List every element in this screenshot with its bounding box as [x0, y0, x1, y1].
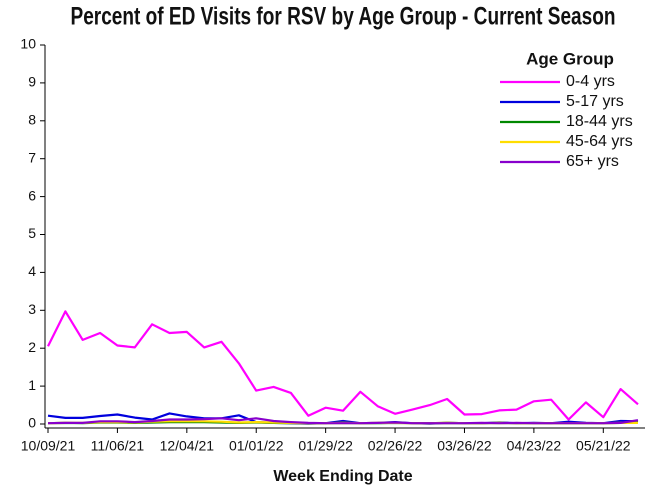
legend-label: 18-44 yrs	[566, 113, 633, 130]
x-tick-label: 04/23/22	[507, 438, 562, 454]
x-axis-title: Week Ending Date	[273, 468, 412, 485]
y-tick-label: 2	[28, 339, 36, 355]
legend-label: 65+ yrs	[566, 153, 619, 170]
y-tick-label: 0	[28, 415, 36, 431]
y-tick-label: 1	[28, 377, 36, 393]
x-tick-label: 05/21/22	[576, 438, 631, 454]
x-tick-label: 10/09/21	[21, 438, 76, 454]
y-tick-label: 10	[20, 36, 36, 52]
legend-label: 0-4 yrs	[566, 73, 615, 90]
x-tick-label: 11/06/21	[91, 438, 145, 454]
y-tick-label: 8	[28, 112, 36, 128]
y-tick-label: 5	[28, 225, 36, 241]
y-tick-label: 4	[28, 263, 36, 279]
y-tick-label: 7	[28, 149, 36, 165]
x-tick-label: 03/26/22	[437, 438, 492, 454]
legend-label: 5-17 yrs	[566, 93, 624, 110]
legend-label: 45-64 yrs	[566, 133, 633, 150]
y-tick-label: 6	[28, 187, 36, 203]
y-tick-label: 9	[28, 74, 36, 90]
y-tick-label: 3	[28, 301, 36, 317]
legend-title: Age Group	[526, 49, 614, 68]
series-line	[47, 417, 639, 425]
x-tick-label: 01/01/22	[229, 438, 284, 454]
x-tick-label: 02/26/22	[368, 438, 423, 454]
chart-title: Percent of ED Visits for RSV by Age Grou…	[71, 3, 616, 31]
x-tick-label: 12/04/21	[160, 438, 215, 454]
x-tick-label: 01/29/22	[298, 438, 353, 454]
series-line	[47, 310, 639, 421]
